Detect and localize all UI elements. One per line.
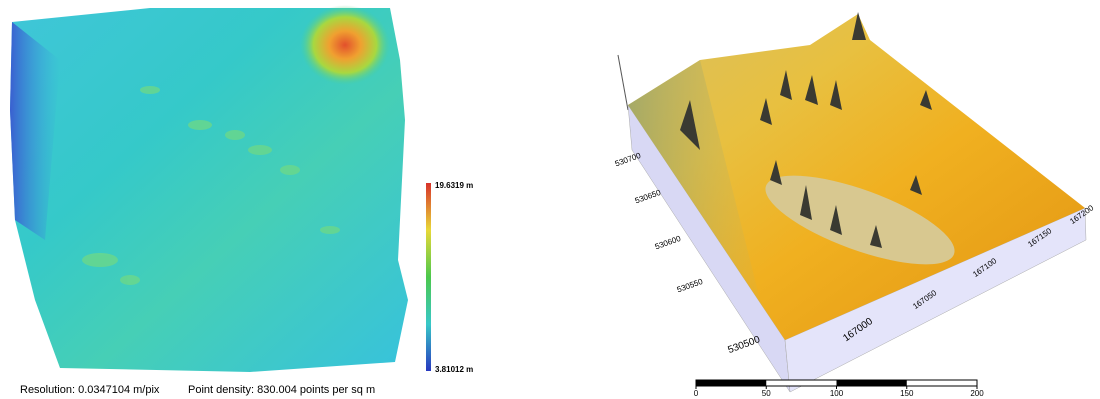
colorbar-max: 19.6319 m (435, 181, 473, 190)
scale-label: 50 (762, 389, 771, 398)
scale-bar: 0 50 100 150 200 (694, 380, 984, 398)
dem-high-area (300, 5, 390, 85)
density-caption: Point density: 830.004 points per sq m (188, 384, 375, 396)
northing-label: 530700 (614, 151, 643, 169)
resolution-caption: Resolution: 0.0347104 m/pix (20, 384, 160, 396)
axis-line (618, 55, 628, 110)
scale-label: 0 (694, 389, 699, 398)
dem-map: 19.6319 m 3.81012 m Resolution: 0.034710… (10, 5, 473, 396)
northing-label: 530500 (726, 334, 762, 356)
page: 19.6319 m 3.81012 m Resolution: 0.034710… (0, 0, 1100, 399)
colorbar-min: 3.81012 m (435, 365, 473, 374)
scale-label: 200 (970, 389, 984, 398)
figure: 19.6319 m 3.81012 m Resolution: 0.034710… (0, 0, 1100, 399)
northing-label: 530600 (654, 234, 683, 252)
scale-segment (837, 380, 907, 386)
scale-segment (696, 380, 766, 386)
colorbar (426, 183, 431, 371)
scale-label: 100 (830, 389, 844, 398)
scale-label: 150 (900, 389, 914, 398)
northing-label: 530650 (634, 188, 663, 206)
northing-label: 530550 (676, 277, 705, 295)
